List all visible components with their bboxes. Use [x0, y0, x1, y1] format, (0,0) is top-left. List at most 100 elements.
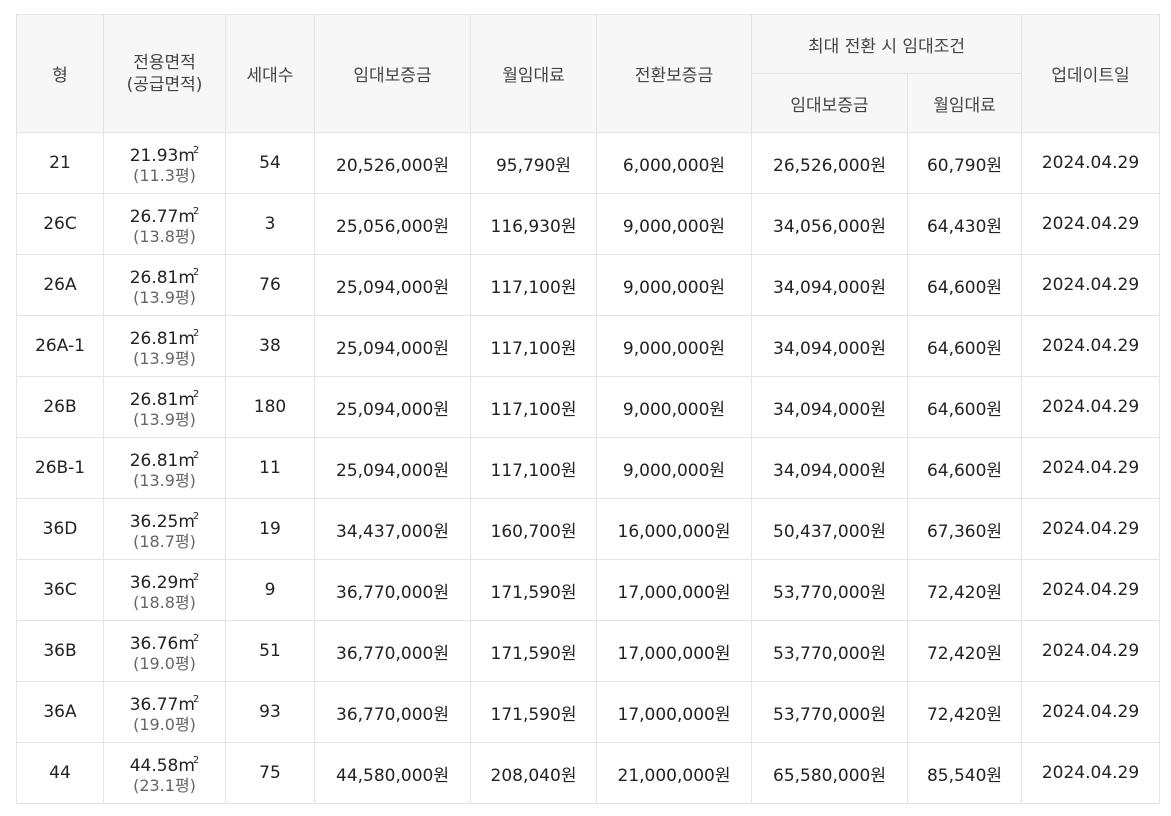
area-unit: m: [178, 572, 195, 593]
cell-max-monthly-rent: 85,540원: [906, 742, 1023, 804]
table-row: 36D 36.25m2 (18.7평) 19 34,437,000원 160,700원 16…: [16, 498, 1161, 560]
cell-households: 3: [225, 193, 315, 255]
cell-updated: 2024.04.29: [1021, 559, 1161, 621]
cell-monthly-rent: 160,700원: [470, 498, 597, 560]
cell-monthly-rent: 117,100원: [470, 437, 597, 499]
cell-type: 26B-1: [16, 437, 104, 499]
area-unit-superscript: 2: [192, 510, 200, 522]
cell-area: 26.77m2 (13.8평): [103, 193, 226, 255]
cell-households: 180: [225, 376, 315, 438]
cell-max-monthly-rent: 60,790원: [906, 132, 1023, 194]
area-m2: 26.81m2: [104, 263, 225, 288]
cell-monthly-rent: 171,590원: [470, 681, 597, 743]
cell-type: 26A-1: [16, 315, 104, 377]
cell-max-deposit: 34,094,000원: [751, 437, 908, 499]
cell-monthly-rent: 117,100원: [470, 315, 597, 377]
cell-area: 26.81m2 (13.9평): [103, 254, 226, 316]
cell-max-deposit: 53,770,000원: [751, 620, 908, 682]
area-unit: m: [178, 694, 195, 715]
header-type: 형: [16, 14, 104, 133]
cell-conversion-deposit: 17,000,000원: [596, 681, 752, 743]
header-deposit: 임대보증금: [314, 14, 471, 133]
area-unit-superscript: 2: [192, 388, 200, 400]
cell-max-monthly-rent: 64,600원: [906, 376, 1023, 438]
table-row: 36B 36.76m2 (19.0평) 51 36,770,000원 171,590원 17…: [16, 620, 1161, 682]
cell-max-deposit: 26,526,000원: [751, 132, 908, 194]
header-households: 세대수: [225, 14, 315, 133]
cell-updated: 2024.04.29: [1021, 193, 1161, 255]
area-pyeong: (19.0평): [133, 714, 196, 734]
cell-max-deposit: 34,056,000원: [751, 193, 908, 255]
table-body: 21 21.93m2 (11.3평) 54 20,526,000원 95,790원 6,00…: [16, 132, 1161, 804]
cell-max-monthly-rent: 67,360원: [906, 498, 1023, 560]
cell-conversion-deposit: 9,000,000원: [596, 193, 752, 255]
cell-updated: 2024.04.29: [1021, 437, 1161, 499]
cell-max-deposit: 53,770,000원: [751, 559, 908, 621]
cell-area: 36.25m2 (18.7평): [103, 498, 226, 560]
header-area: 전용면적 (공급면적): [103, 14, 226, 133]
header-area-line2: (공급면적): [126, 74, 203, 95]
cell-area: 21.93m2 (11.3평): [103, 132, 226, 194]
cell-monthly-rent: 208,040원: [470, 742, 597, 804]
cell-conversion-deposit: 6,000,000원: [596, 132, 752, 194]
area-m2: 26.77m2: [104, 202, 225, 227]
cell-max-monthly-rent: 72,420원: [906, 620, 1023, 682]
area-unit: m: [178, 389, 195, 410]
area-value: 26.81: [129, 450, 179, 471]
area-unit-superscript: 2: [192, 754, 200, 766]
cell-max-monthly-rent: 64,600원: [906, 315, 1023, 377]
area-unit: m: [178, 755, 195, 776]
header-max-conversion-group: 최대 전환 시 임대조건: [750, 14, 1023, 74]
cell-type: 26A: [16, 254, 104, 316]
area-value: 26.81: [129, 389, 179, 410]
cell-conversion-deposit: 16,000,000원: [596, 498, 752, 560]
cell-type: 44: [16, 742, 104, 804]
cell-max-monthly-rent: 72,420원: [906, 681, 1023, 743]
cell-households: 76: [225, 254, 315, 316]
cell-area: 36.77m2 (19.0평): [103, 681, 226, 743]
header-area-line1: 전용면적: [133, 52, 196, 73]
area-value: 36.77: [129, 694, 179, 715]
cell-max-monthly-rent: 64,600원: [906, 254, 1023, 316]
cell-max-monthly-rent: 64,430원: [906, 193, 1023, 255]
cell-households: 9: [225, 559, 315, 621]
area-unit: m: [178, 633, 195, 654]
cell-deposit: 25,094,000원: [314, 376, 471, 438]
cell-deposit: 36,770,000원: [314, 620, 471, 682]
cell-area: 44.58m2 (23.1평): [103, 742, 226, 804]
table-row: 26A-1 26.81m2 (13.9평) 38 25,094,000원 117,100원…: [16, 315, 1161, 377]
cell-deposit: 34,437,000원: [314, 498, 471, 560]
cell-conversion-deposit: 17,000,000원: [596, 620, 752, 682]
area-unit: m: [178, 511, 195, 532]
area-m2: 21.93m2: [104, 141, 225, 166]
area-pyeong: (13.9평): [133, 287, 196, 307]
cell-deposit: 36,770,000원: [314, 559, 471, 621]
cell-updated: 2024.04.29: [1021, 254, 1161, 316]
cell-conversion-deposit: 17,000,000원: [596, 559, 752, 621]
area-unit: m: [178, 206, 195, 227]
header-row-top: 형 전용면적 (공급면적) 세대수 임대보증금 월임대료 전환보증금 최대 전환…: [16, 14, 1161, 133]
cell-type: 36D: [16, 498, 104, 560]
header-max-monthly-rent: 월임대료: [906, 73, 1023, 133]
table-header: 형 전용면적 (공급면적) 세대수 임대보증금 월임대료 전환보증금 최대 전환…: [16, 14, 1161, 133]
area-pyeong: (11.3평): [133, 165, 196, 185]
area-unit-superscript: 2: [192, 266, 200, 278]
area-unit-superscript: 2: [192, 632, 200, 644]
area-m2: 36.29m2: [104, 568, 225, 593]
cell-area: 36.29m2 (18.8평): [103, 559, 226, 621]
cell-max-deposit: 65,580,000원: [751, 742, 908, 804]
cell-households: 75: [225, 742, 315, 804]
cell-updated: 2024.04.29: [1021, 132, 1161, 194]
table-row: 44 44.58m2 (23.1평) 75 44,580,000원 208,040원 21,…: [16, 742, 1161, 804]
cell-max-deposit: 34,094,000원: [751, 315, 908, 377]
area-m2: 26.81m2: [104, 324, 225, 349]
cell-monthly-rent: 171,590원: [470, 559, 597, 621]
table-row: 26B-1 26.81m2 (13.9평) 11 25,094,000원 117,100원…: [16, 437, 1161, 499]
area-unit-superscript: 2: [192, 327, 200, 339]
cell-type: 26C: [16, 193, 104, 255]
rental-conditions-table: 형 전용면적 (공급면적) 세대수 임대보증금 월임대료 전환보증금 최대 전환…: [16, 14, 1161, 804]
cell-max-monthly-rent: 64,600원: [906, 437, 1023, 499]
area-m2: 36.76m2: [104, 629, 225, 654]
area-unit-superscript: 2: [192, 449, 200, 461]
table-row: 36A 36.77m2 (19.0평) 93 36,770,000원 171,590원 17…: [16, 681, 1161, 743]
